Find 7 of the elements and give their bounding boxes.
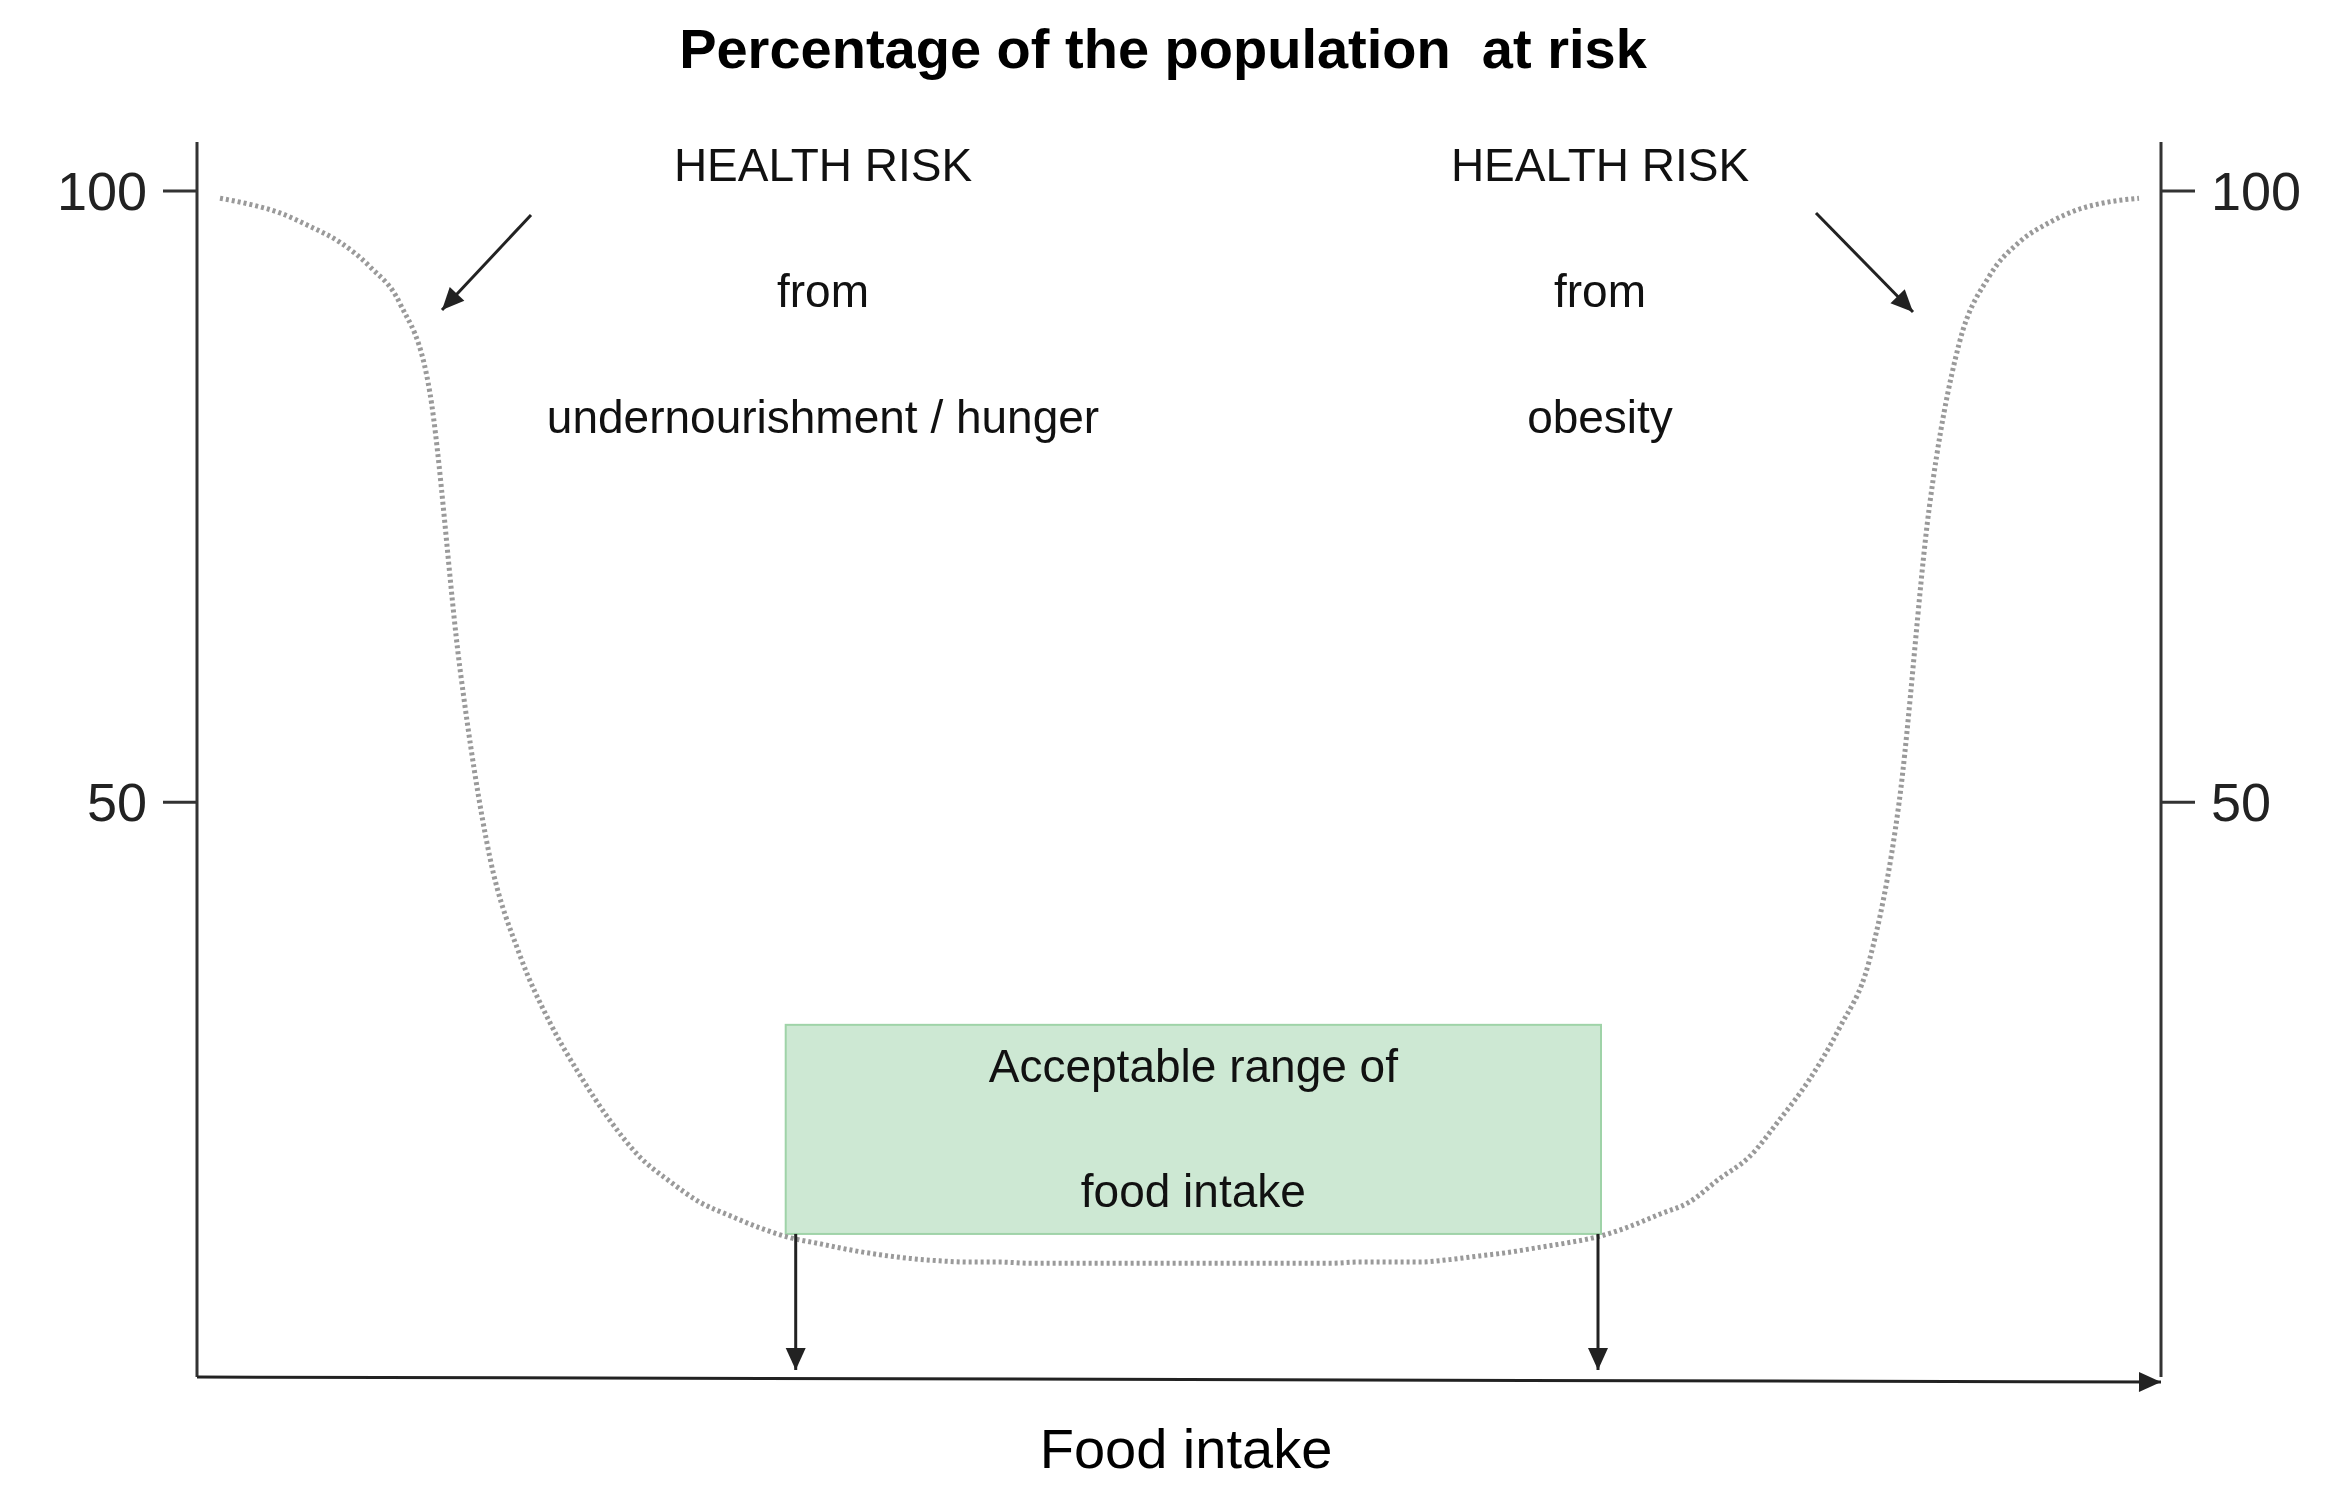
y2-tick-label: 50 [2211, 772, 2272, 833]
text: HEALTH RISK from obesity [1450, 139, 1750, 443]
chart-title: Percentage of the population at risk [679, 17, 1648, 80]
text: Acceptable range of food intake [988, 1039, 1398, 1217]
y2-tick-label: 100 [2211, 160, 2302, 221]
x-axis-title: Food intake [1039, 1417, 1333, 1480]
text: HEALTH RISK from undernourishment / hunger [546, 139, 1100, 443]
